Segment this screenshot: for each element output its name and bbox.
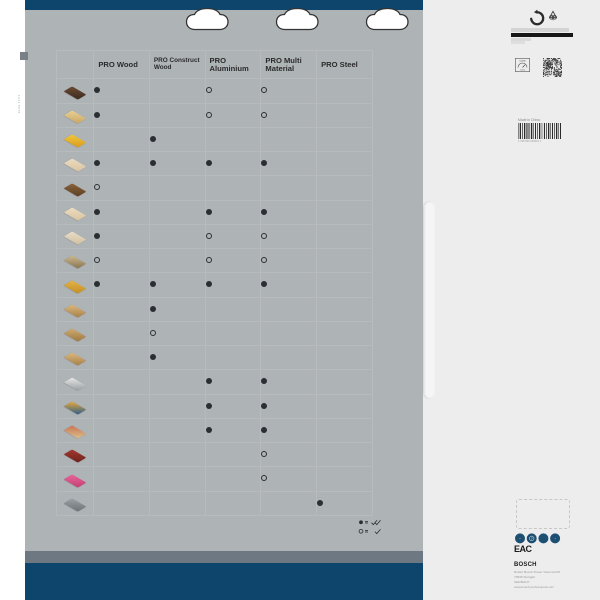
svg-text:Carbide: Carbide (520, 69, 525, 72)
svg-text:?: ? (531, 537, 533, 541)
svg-text:X-LOCK: X-LOCK (519, 60, 526, 62)
